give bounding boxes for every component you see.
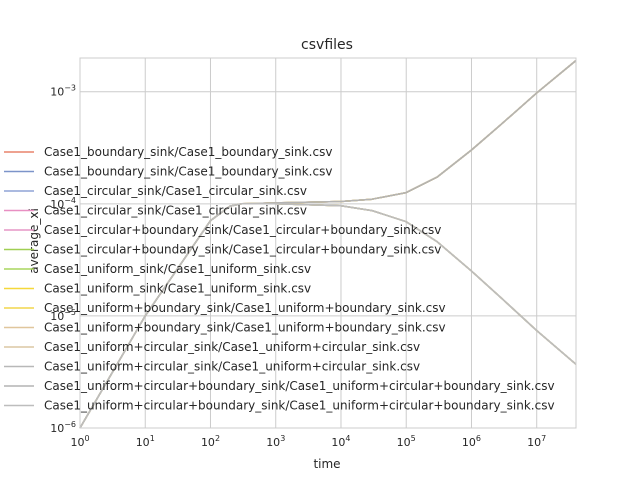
x-tick-label: 105 [397,434,416,449]
plot-frame [79,57,577,429]
x-tick-label: 101 [136,434,155,449]
legend-entry: Case1_uniform_sink/Case1_uniform_sink.cs… [44,282,311,296]
x-tick-label: 104 [331,434,350,449]
y-tick-label: 10−3 [50,84,76,99]
x-tick-label: 100 [70,434,89,449]
series-lines [79,59,577,429]
y-axis-ticks: 10−6 10−5 10−4 10−3 [50,84,76,435]
y-tick-label: 10−5 [50,308,76,323]
legend: Case1_boundary_sink/Case1_boundary_sink.… [4,145,555,413]
x-tick-label: 107 [527,434,546,449]
legend-entry: Case1_uniform+circular+boundary_sink/Cas… [44,379,555,393]
legend-entry: Case1_uniform+circular_sink/Case1_unifor… [44,360,420,374]
legend-entry: Case1_uniform+circular_sink/Case1_unifor… [44,340,420,354]
legend-entry: Case1_uniform_sink/Case1_uniform_sink.cs… [44,262,311,276]
legend-entry: Case1_circular+boundary_sink/Case1_circu… [44,223,441,237]
legend-entry: Case1_circular+boundary_sink/Case1_circu… [44,243,441,257]
legend-entry: Case1_circular_sink/Case1_circular_sink.… [44,184,307,198]
legend-entry: Case1_uniform+boundary_sink/Case1_unifor… [44,301,446,315]
chart-title: csvfiles [301,37,353,53]
legend-entry: Case1_uniform+circular+boundary_sink/Cas… [44,399,555,413]
x-axis-ticks: 100 101 102 103 104 105 106 107 [70,434,546,449]
series-line [79,203,577,429]
x-tick-label: 106 [462,434,481,449]
legend-entry: Case1_boundary_sink/Case1_boundary_sink.… [44,145,332,159]
plot-area [80,58,576,428]
legend-entry: Case1_circular_sink/Case1_circular_sink.… [44,204,307,218]
x-tick-label: 102 [201,434,220,449]
y-tick-label: 10−4 [50,196,76,211]
y-axis-label: average_xi [27,208,41,274]
x-tick-label: 103 [266,434,285,449]
legend-entry: Case1_boundary_sink/Case1_boundary_sink.… [44,165,332,179]
x-axis-label: time [313,457,340,471]
legend-entry: Case1_uniform+boundary_sink/Case1_unifor… [44,321,446,335]
y-tick-label: 10−6 [50,420,76,435]
